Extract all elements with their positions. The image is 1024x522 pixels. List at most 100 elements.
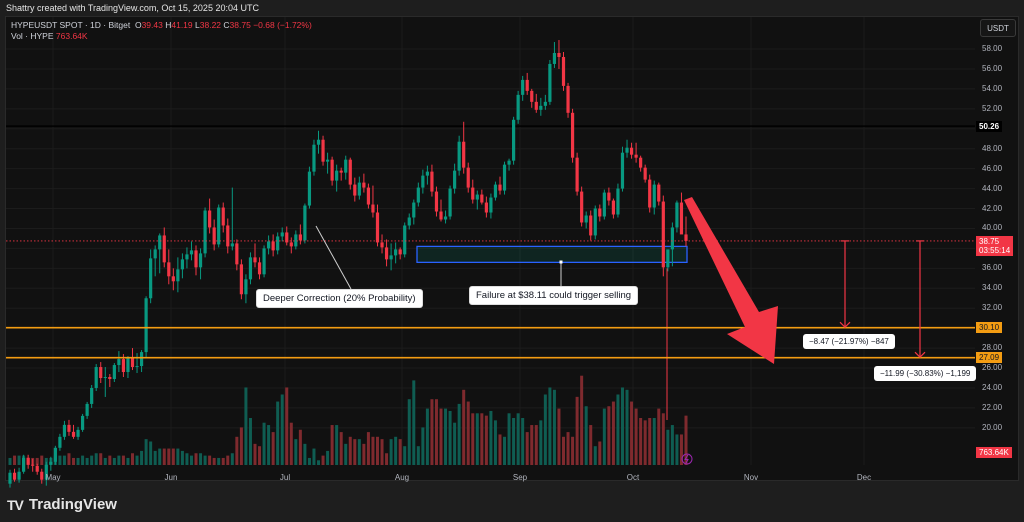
candle-body [462,141,466,168]
candle-body [8,472,12,484]
candle-body [303,205,307,241]
candle-body [203,210,207,254]
candle-body [80,415,85,430]
candle-body [162,235,166,263]
volume-bar [339,432,343,465]
volume-bar [248,418,252,465]
candle-body [575,157,579,192]
measure-label-2[interactable]: −11.99 (−30.83%) −1,199 [874,366,977,381]
symbol-label[interactable]: HYPEUSDT SPOT · 1D · Bitget [11,20,131,30]
candle-body [149,258,153,299]
volume-bar [652,418,656,465]
candle-body [489,197,493,213]
candle-body [294,234,298,247]
volume-bar [303,443,307,465]
candle-body [280,232,284,237]
volume-bar [162,448,166,465]
volume-bar [312,448,316,465]
measure-label-1[interactable]: −8.47 (−21.97%) −847 [803,334,895,349]
candle-body [629,147,634,155]
candle-body [267,241,271,249]
lightning-icon [681,453,693,465]
volume-bar [258,446,262,465]
candle-body [189,250,194,255]
candle-body [158,235,162,250]
failure-callout[interactable]: Failure at $38.11 could trigger selling [469,286,639,305]
candle-body [498,184,502,191]
candle-body [507,160,511,165]
volume-bar [357,439,361,465]
candle-body [661,201,665,268]
candle-body [117,359,121,366]
currency-unit-button[interactable]: USDT [980,19,1016,37]
deeper-correction-callout[interactable]: Deeper Correction (20% Probability) [256,289,423,308]
chart-credit: Shattry created with TradingView.com, Oc… [6,3,259,13]
candle-body [371,204,375,213]
candle-body [539,105,543,110]
volume-bar [602,408,606,465]
volume-bar [194,453,198,465]
candle-body [307,171,312,206]
volume-bar [611,401,615,465]
candle-body [235,243,239,265]
volume-bar [507,413,511,465]
volume-bar [180,450,184,465]
candle-body [425,171,429,176]
volume-bar [280,394,284,465]
candle-body [353,184,357,196]
volume-bar [548,387,552,465]
candle-body [17,471,21,480]
bar-countdown: 03:55:14 [979,245,1011,255]
volume-bar [675,434,679,465]
volume-bar [657,408,661,465]
volume-bar [416,446,420,465]
volume-bar [158,448,162,465]
volume-bar [407,399,411,465]
candle-body [620,152,625,189]
volume-bar [489,410,493,465]
lightning-bolt [684,454,689,464]
ohlc-line: HYPEUSDT SPOT · 1D · Bitget O39.43 H41.1… [11,20,312,30]
price-marker-5026: 50.26 [976,121,1003,133]
volume-bar [239,427,243,465]
candle-body [366,187,371,205]
candle-body [108,377,112,380]
volume-bar [76,457,80,465]
candle-body [40,471,44,480]
volume-bar [375,436,379,465]
volume-label[interactable]: Vol · HYPE [11,31,54,41]
candle-body [384,247,389,260]
candle-body [35,465,39,472]
candle-body [135,366,139,368]
candle-body [99,367,103,379]
candle-body [670,227,674,250]
volume-bar [639,418,643,465]
volume-bar [230,453,234,465]
volume-bar [348,436,352,465]
change-value: −0.68 (−1.72%) [253,20,312,30]
candle-body [430,171,434,192]
measure-arrowhead [839,321,851,329]
volume-bar [108,455,112,465]
level-tag-30-10: 30.10 [976,322,1003,334]
volume-bar [580,375,584,465]
candle-body [271,241,275,251]
volume-bar [380,439,384,465]
volume-bar [571,436,575,465]
candle-body [521,79,525,95]
volume-bar [244,387,248,465]
candle-body [580,191,584,223]
volume-bar [593,446,597,465]
candle-body [675,202,679,228]
candle-body [276,236,280,251]
brand-name: TradingView [28,496,117,513]
candle-body [543,101,547,106]
candle-body [139,352,144,367]
price-tick: 20.00 [982,422,1003,432]
volume-bar [598,441,602,465]
volume-bar [335,425,339,465]
candle-body [611,200,616,215]
month-label: Jun [164,473,178,482]
level-tag-27-09: 27.09 [976,352,1003,364]
